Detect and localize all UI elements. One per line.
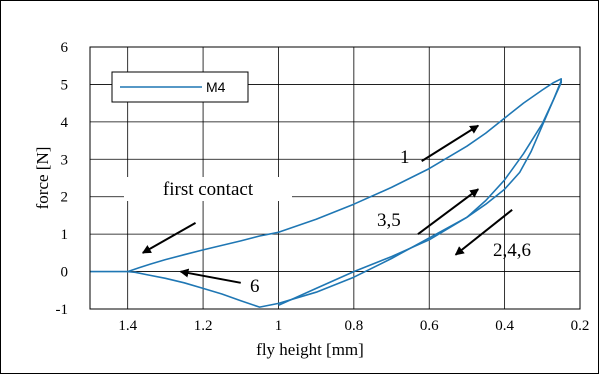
y-axis-label: force [N] — [33, 147, 52, 210]
annotation-label: 1 — [400, 147, 410, 168]
annotation-arrow — [141, 222, 197, 254]
annotation-label: 3,5 — [377, 210, 401, 231]
annotation-label-background — [124, 177, 292, 201]
x-tick-label: 0.4 — [495, 318, 514, 334]
series-lines — [90, 78, 563, 308]
annotation-arrow — [454, 209, 513, 256]
annotations: first contact 6 1 3,5 2,4,6 — [124, 124, 531, 297]
x-tick-labels: 1.4 1.2 1 0.8 0.6 0.4 0.2 — [118, 318, 589, 334]
y-tick-label: 1 — [61, 227, 69, 243]
y-tick-label: 2 — [61, 190, 69, 206]
y-tick-label: 6 — [61, 40, 69, 56]
series-line-1 — [278, 80, 562, 307]
x-tick-label: 1.4 — [118, 318, 137, 334]
annotation-label: 2,4,6 — [493, 240, 531, 261]
plot-area-border — [89, 46, 581, 310]
y-tick-label: 4 — [61, 115, 69, 131]
y-tick-label: -1 — [56, 302, 69, 318]
annotation-label: 6 — [250, 276, 260, 297]
legend: M4 — [111, 71, 249, 103]
annotation-arrow — [179, 268, 241, 284]
x-tick-label: 1.2 — [194, 318, 213, 334]
y-tick-label: 5 — [61, 77, 69, 93]
y-tick-labels: -1 0 1 2 3 4 5 6 — [56, 40, 69, 318]
y-tick-label: 0 — [61, 265, 69, 281]
x-tick-label: 0.8 — [344, 318, 363, 334]
x-tick-label: 0.6 — [420, 318, 439, 334]
y-tick-label: 3 — [61, 152, 69, 168]
x-axis-label: fly height [mm] — [256, 340, 364, 359]
annotation-label: first contact — [163, 179, 254, 200]
annotation-arrow — [421, 124, 480, 163]
legend-label: M4 — [206, 79, 226, 95]
x-tick-label: 0.2 — [571, 318, 590, 334]
annotation-arrow — [417, 188, 480, 235]
x-tick-label: 1 — [275, 318, 283, 334]
